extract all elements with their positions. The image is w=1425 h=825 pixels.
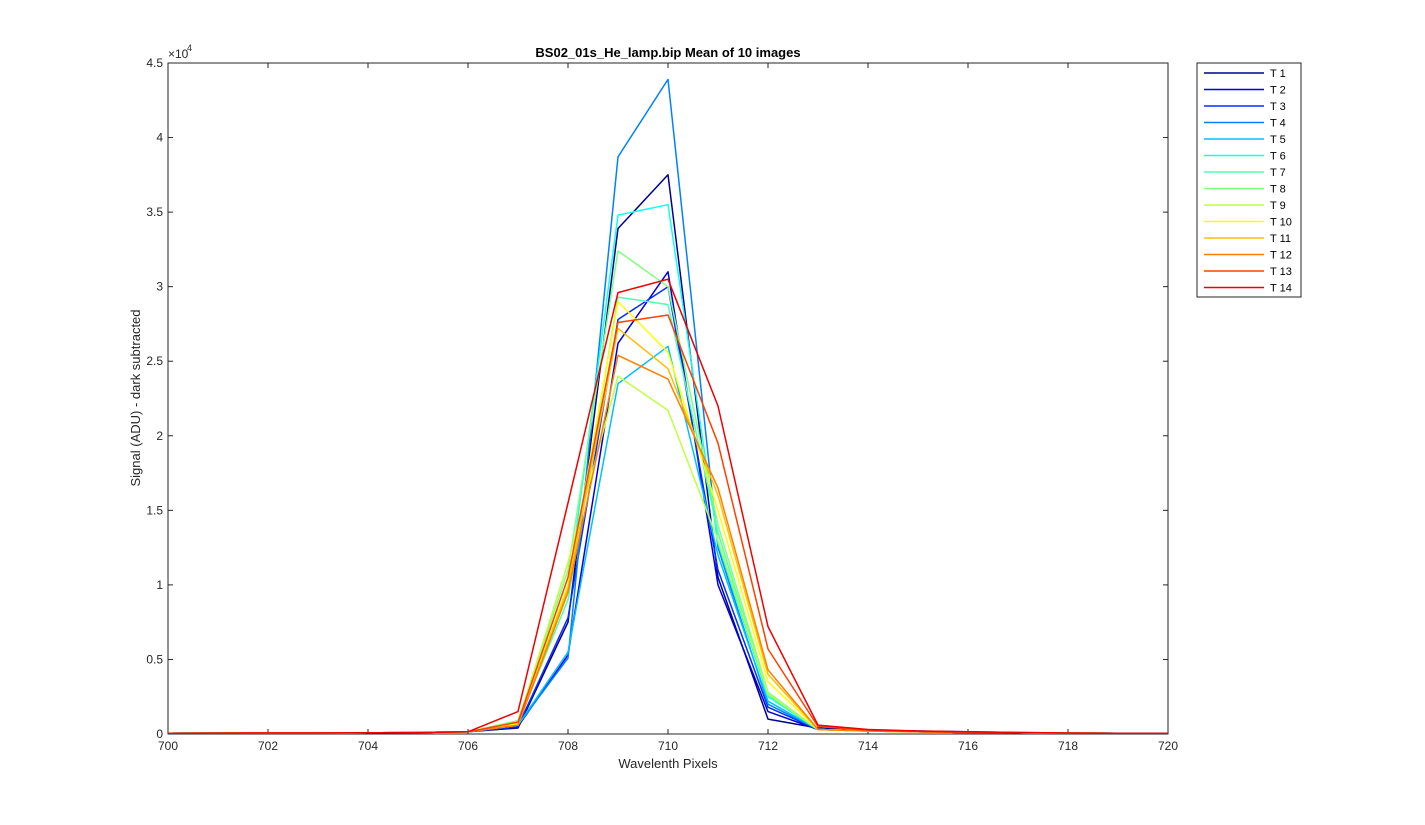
y-tick-label: 4: [156, 131, 163, 145]
legend-entry: T 13: [1270, 266, 1292, 278]
y-tick-label: 3.5: [146, 205, 163, 219]
legend-entry: T 11: [1270, 233, 1291, 245]
legend-entry: T 6: [1270, 151, 1286, 163]
series-line-t-14: [167, 278, 1168, 735]
y-tick-label: 1.5: [146, 503, 163, 517]
legend-entry: T 3: [1270, 101, 1286, 113]
x-tick-label: 704: [358, 739, 378, 753]
y-tick-label: 0: [156, 727, 163, 741]
legend-entry: T 10: [1270, 217, 1292, 229]
x-tick-label: 716: [958, 739, 978, 753]
x-tick-label: 712: [758, 739, 778, 753]
legend-entry: T 8: [1270, 184, 1286, 196]
series-lines-group: [167, 78, 1168, 735]
x-tick-label: 708: [558, 739, 578, 753]
y-tick-label: 3: [156, 280, 163, 294]
x-tick-label: 718: [1058, 739, 1078, 753]
legend-entry: T 5: [1270, 134, 1286, 146]
x-tick-label: 700: [158, 739, 178, 753]
legend-box: [1196, 62, 1302, 298]
legend-entry: T 4: [1270, 118, 1286, 130]
y-tick-label: 4.5: [146, 56, 163, 70]
x-tick-label: 720: [1158, 739, 1178, 753]
x-tick-label: 710: [658, 739, 678, 753]
legend: T 1 T 2 T 3 T 4 T 5 T 6 T 7 T 8 T 9 T 10 T 11 T 12 T…: [1196, 62, 1302, 298]
ticks-group: 700 702 704 706 708 710 712 714 716 718 720 0 0.5 1 1.…: [146, 56, 1178, 753]
y-tick-label: 2: [156, 429, 163, 443]
plot-area: [167, 62, 1169, 735]
axes-box: [167, 62, 1169, 735]
legend-entry: T 12: [1270, 250, 1292, 262]
y-tick-label: 2.5: [146, 354, 163, 368]
x-axis-label: Wavelenth Pixels: [618, 756, 718, 771]
legend-entry: T 2: [1270, 85, 1286, 97]
chart-title: BS02_01s_He_lamp.bip Mean of 10 images: [535, 45, 800, 60]
y-axis-label: Signal (ADU) - dark subtracted: [128, 309, 143, 486]
legend-entry: T 14: [1270, 283, 1292, 295]
y-tick-label: 0.5: [146, 652, 163, 666]
legend-entry: T 9: [1270, 200, 1286, 212]
y-tick-label: 1: [156, 578, 163, 592]
y-exponent-power: 4: [187, 43, 192, 53]
y-exponent-base: ×10: [168, 47, 189, 61]
legend-entry: T 7: [1270, 167, 1286, 179]
x-tick-label: 714: [858, 739, 878, 753]
x-tick-label: 702: [258, 739, 278, 753]
x-tick-label: 706: [458, 739, 478, 753]
legend-entry: T 1: [1270, 68, 1286, 80]
